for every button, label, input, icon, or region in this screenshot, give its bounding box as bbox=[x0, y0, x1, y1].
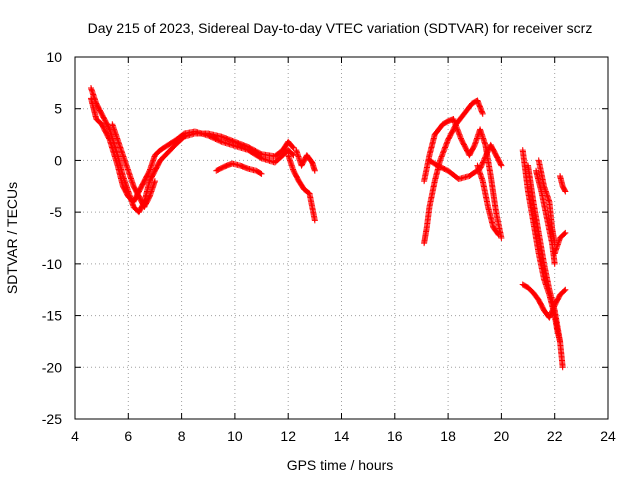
x-tick-label: 10 bbox=[227, 428, 243, 444]
y-axis-label: SDTVAR / TECUs bbox=[4, 182, 20, 294]
data-point bbox=[562, 229, 569, 236]
data-point bbox=[482, 153, 489, 160]
data-point bbox=[257, 170, 264, 177]
data-point bbox=[439, 150, 446, 157]
data-point bbox=[479, 159, 486, 166]
y-tick-label: -20 bbox=[42, 359, 62, 375]
data-point bbox=[551, 260, 558, 267]
tick-layer: 4 6 8 10 12 14 16 18 20 22 24 10 5 0 -5 -10 -15 -20 -25 bbox=[42, 49, 616, 444]
series-track-b bbox=[213, 160, 265, 177]
y-tick-label: 10 bbox=[46, 49, 62, 65]
x-tick-label: 20 bbox=[494, 428, 510, 444]
data-point bbox=[451, 118, 458, 125]
data-point bbox=[454, 126, 461, 133]
series-track-i bbox=[474, 162, 502, 238]
series-track-f bbox=[421, 97, 486, 247]
chart-title: Day 215 of 2023, Sidereal Day-to-day VTE… bbox=[88, 20, 593, 36]
data-point bbox=[494, 230, 501, 237]
data-point bbox=[289, 143, 296, 150]
y-tick-label: -10 bbox=[42, 256, 62, 272]
series-track-d bbox=[285, 152, 318, 224]
x-tick-label: 12 bbox=[280, 428, 296, 444]
data-point bbox=[258, 170, 265, 177]
data-point bbox=[311, 217, 318, 224]
data-point bbox=[562, 286, 569, 293]
data-point bbox=[498, 162, 505, 169]
data-point bbox=[479, 160, 486, 167]
data-point bbox=[151, 178, 158, 185]
data-point bbox=[480, 158, 487, 165]
series-track-a2 bbox=[87, 95, 297, 205]
data-point bbox=[478, 161, 485, 168]
x-tick-label: 18 bbox=[440, 428, 456, 444]
x-tick-label: 22 bbox=[547, 428, 563, 444]
data-point bbox=[498, 235, 505, 241]
data-point bbox=[484, 149, 491, 156]
grid-layer bbox=[75, 57, 608, 419]
series-track-c bbox=[109, 121, 158, 210]
data-point bbox=[562, 188, 569, 195]
x-axis-label: GPS time / hours bbox=[287, 457, 394, 473]
data-point bbox=[561, 230, 568, 237]
x-tick-label: 16 bbox=[387, 428, 403, 444]
series-track-l bbox=[519, 281, 569, 321]
x-tick-label: 6 bbox=[124, 428, 132, 444]
series-track-g bbox=[421, 116, 505, 241]
data-point bbox=[561, 287, 568, 294]
data-point bbox=[311, 167, 318, 174]
points-layer bbox=[87, 85, 569, 371]
series-track-p bbox=[557, 172, 569, 195]
data-point bbox=[483, 151, 490, 158]
series-track-n bbox=[535, 157, 558, 247]
data-point bbox=[452, 122, 459, 129]
y-tick-label: 0 bbox=[54, 152, 62, 168]
data-point bbox=[497, 161, 504, 168]
series-track-e bbox=[293, 147, 318, 174]
data-point bbox=[559, 364, 566, 371]
series-track-o bbox=[551, 229, 569, 257]
y-tick-label: -5 bbox=[50, 204, 63, 220]
y-tick-label: -15 bbox=[42, 308, 62, 324]
data-point bbox=[482, 154, 489, 161]
y-tick-label: -25 bbox=[42, 411, 62, 427]
x-tick-label: 14 bbox=[334, 428, 350, 444]
data-point bbox=[495, 231, 502, 238]
data-point bbox=[479, 110, 486, 117]
data-point bbox=[217, 138, 224, 145]
x-tick-label: 24 bbox=[600, 428, 616, 444]
x-tick-label: 8 bbox=[178, 428, 186, 444]
data-point bbox=[561, 187, 568, 194]
data-point bbox=[484, 148, 491, 155]
data-point bbox=[481, 155, 488, 162]
y-tick-label: 5 bbox=[54, 101, 62, 117]
x-tick-label: 4 bbox=[71, 428, 79, 444]
data-point bbox=[438, 154, 445, 161]
data-point bbox=[481, 156, 488, 163]
data-point bbox=[483, 150, 490, 157]
